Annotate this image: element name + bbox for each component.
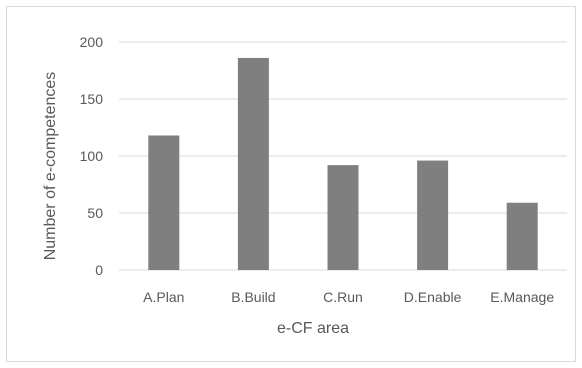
bar-b-build [237, 57, 269, 271]
x-tick-label: D.Enable [404, 289, 462, 305]
y-tick-label: 0 [95, 262, 103, 278]
x-tick-label: E.Manage [490, 289, 554, 305]
chart-frame: 0 50 100 150 200 A.Plan B.Build C.Run D.Enable E… [6, 6, 576, 362]
y-axis-label: Number of e-competences [42, 72, 59, 261]
y-tick-label: 100 [80, 148, 104, 164]
bar-e-manage [506, 202, 538, 270]
bar-d-enable [417, 160, 449, 270]
bar-chart: 0 50 100 150 200 A.Plan B.Build C.Run D.Enable E… [42, 34, 567, 337]
bars [148, 57, 538, 271]
y-tick-label: 200 [80, 34, 104, 50]
x-tick-label: A.Plan [143, 289, 184, 305]
x-tick-label: C.Run [323, 289, 363, 305]
x-tick-labels: A.Plan B.Build C.Run D.Enable E.Manage [143, 289, 554, 305]
y-tick-label: 150 [80, 91, 104, 107]
y-tick-label: 50 [87, 205, 103, 221]
y-tick-labels: 0 50 100 150 200 [80, 34, 104, 278]
bar-a-plan [148, 135, 180, 270]
x-tick-label: B.Build [231, 289, 275, 305]
x-axis-label: e-CF area [277, 320, 349, 337]
bar-c-run [327, 165, 359, 270]
gridlines [119, 41, 567, 271]
